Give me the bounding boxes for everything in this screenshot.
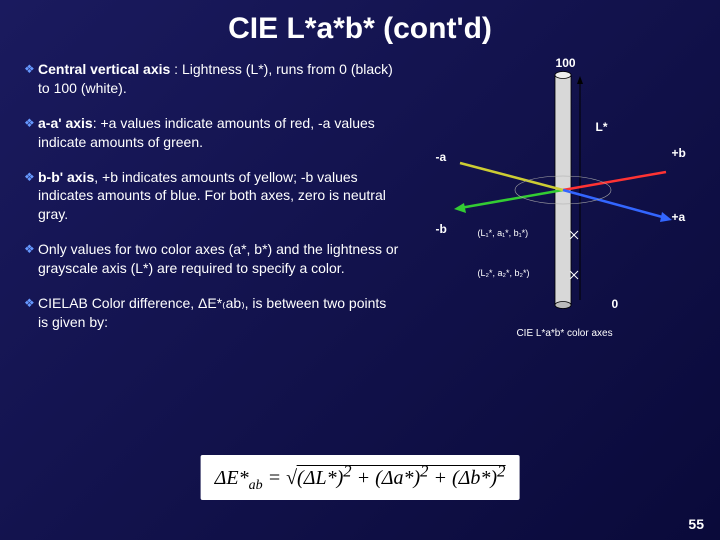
bullet-item: ❖ a-a' axis: +a values indicate amounts … (24, 114, 400, 152)
label-100: 100 (556, 56, 576, 70)
diamond-icon: ❖ (24, 169, 38, 225)
label-L: L* (596, 120, 608, 134)
diagram-caption: CIE L*a*b* color axes (490, 328, 640, 339)
diamond-icon: ❖ (24, 115, 38, 152)
page-number: 55 (688, 516, 704, 532)
diamond-icon: ❖ (24, 295, 38, 332)
bullet-list: ❖ Central vertical axis : Lightness (L*)… (24, 60, 400, 380)
formula-box: ΔE*ab = √(ΔL*)2 + (Δa*)2 + (Δb*)2 (201, 455, 520, 500)
diamond-icon: ❖ (24, 61, 38, 98)
point1-label: (L₁*, a₁*, b₁*) (478, 228, 529, 238)
label-neg-b: -b (436, 222, 447, 236)
label-neg-a: -a (436, 150, 447, 164)
bullet-item: ❖ Only values for two color axes (a*, b*… (24, 240, 400, 278)
label-pos-b: +b (672, 146, 686, 160)
formula-text: ΔE*ab = √(ΔL*)2 + (Δa*)2 + (Δb*)2 (215, 467, 506, 489)
slide-title: CIE L*a*b* (cont'd) (24, 12, 696, 46)
label-0: 0 (612, 297, 619, 311)
bullet-item: ❖ CIELAB Color difference, ΔE*₍ab₎, is b… (24, 294, 400, 332)
bullet-item: ❖ Central vertical axis : Lightness (L*)… (24, 60, 400, 98)
diamond-icon: ❖ (24, 241, 38, 278)
color-axes-diagram: 100 0 L* -a +a -b +b (L₁*, a₁*, b₁*) (L₂… (400, 60, 696, 380)
point2-label: (L₂*, a₂*, b₂*) (478, 268, 530, 278)
bullet-item: ❖ b-b' axis, +b indicates amounts of yel… (24, 168, 400, 225)
label-pos-a: +a (672, 210, 686, 224)
